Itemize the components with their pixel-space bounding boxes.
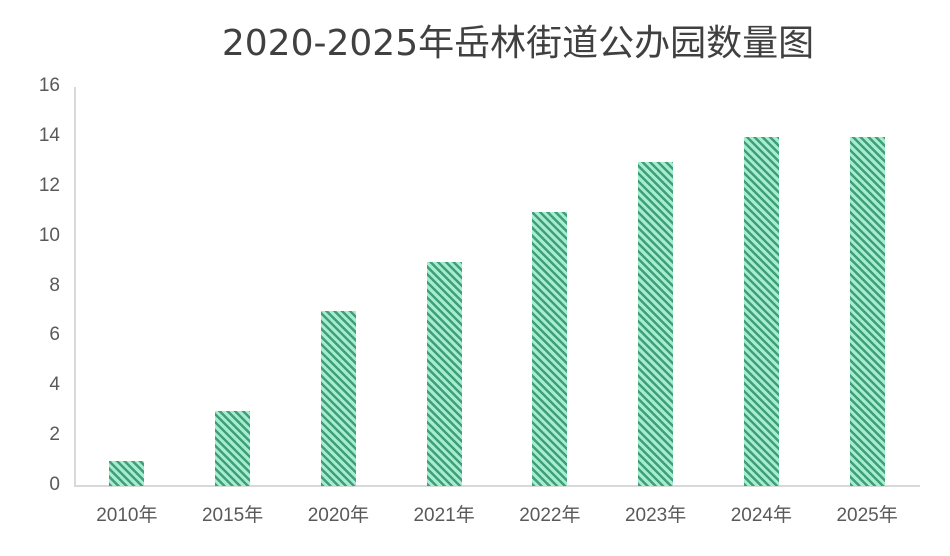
x-label: 2023年 bbox=[624, 505, 687, 526]
y-tick: 4 bbox=[49, 374, 60, 395]
y-tick: 2 bbox=[49, 424, 60, 445]
y-axis-line bbox=[74, 87, 76, 487]
bar bbox=[320, 311, 356, 486]
x-label: 2025年 bbox=[836, 505, 898, 526]
y-tick: 14 bbox=[38, 125, 60, 146]
x-label: 2021年 bbox=[413, 505, 475, 526]
y-tick: 12 bbox=[38, 175, 60, 196]
x-label: 2024年 bbox=[730, 505, 793, 526]
x-label: 2022年 bbox=[519, 505, 581, 526]
x-label: 2015年 bbox=[201, 505, 264, 526]
y-tick: 8 bbox=[49, 275, 60, 296]
x-axis-line bbox=[74, 485, 920, 487]
y-tick: 16 bbox=[38, 75, 60, 96]
chart-title: 2020-2025年岳林街道公办园数量图 bbox=[221, 23, 815, 64]
y-tick: 0 bbox=[49, 474, 60, 495]
y-tick: 10 bbox=[38, 225, 60, 246]
bar bbox=[743, 136, 779, 486]
y-tick: 6 bbox=[49, 324, 60, 345]
x-label: 2020年 bbox=[307, 505, 370, 526]
bar bbox=[532, 211, 568, 486]
x-label: 2010年 bbox=[96, 505, 158, 526]
bar bbox=[215, 411, 251, 486]
bar bbox=[426, 261, 462, 486]
bar bbox=[109, 461, 145, 486]
bar bbox=[638, 161, 674, 486]
bar bbox=[849, 136, 885, 486]
